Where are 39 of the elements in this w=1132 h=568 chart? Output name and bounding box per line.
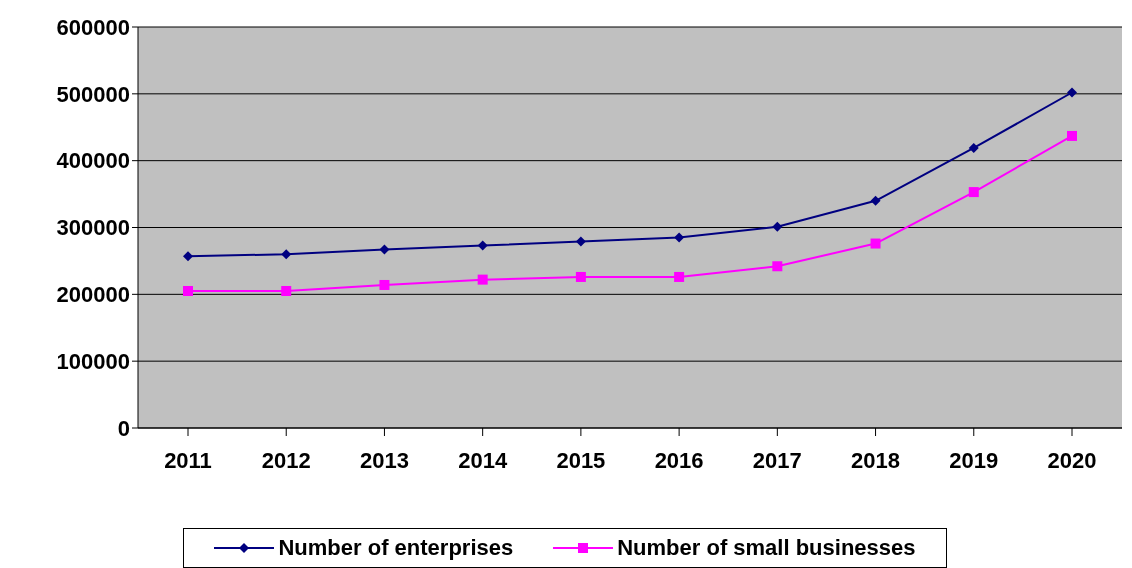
point [477, 240, 488, 251]
y-tick-label: 300000 [56, 215, 130, 241]
point [1067, 130, 1077, 141]
y-tick-label: 0 [117, 415, 130, 441]
point [870, 195, 881, 206]
point [575, 271, 586, 282]
point [183, 251, 193, 262]
point [379, 244, 390, 255]
point [281, 249, 292, 260]
point [772, 261, 783, 272]
point [281, 285, 292, 296]
point [968, 187, 979, 198]
x-tick-label: 2018 [851, 447, 901, 473]
y-tick-label: 100000 [56, 348, 130, 374]
legend-label: Number of small businesses [616, 535, 916, 561]
point [183, 285, 193, 296]
x-tick-label: 2020 [1047, 447, 1097, 473]
x-tick-label: 2015 [556, 447, 606, 473]
x-tick-label: 2013 [359, 447, 409, 473]
point [674, 232, 685, 243]
point [674, 271, 685, 282]
point [870, 238, 881, 249]
point [575, 236, 586, 247]
point [968, 142, 979, 153]
point [477, 274, 488, 285]
point [772, 221, 783, 232]
x-tick-label: 2012 [261, 447, 311, 473]
x-tick-label: 2011 [164, 447, 212, 473]
x-tick-label: 2014 [458, 447, 508, 473]
y-tick-label: 600000 [56, 14, 130, 40]
y-tick-label: 200000 [56, 282, 130, 308]
legend-label: Number of enterprises [277, 535, 514, 561]
x-tick-label: 2017 [752, 447, 802, 473]
y-tick-label: 400000 [56, 148, 130, 174]
point [1067, 87, 1077, 98]
x-tick-label: 2019 [949, 447, 999, 473]
y-tick-label: 500000 [56, 81, 130, 107]
x-tick-label: 2016 [654, 447, 704, 473]
point [379, 279, 390, 290]
